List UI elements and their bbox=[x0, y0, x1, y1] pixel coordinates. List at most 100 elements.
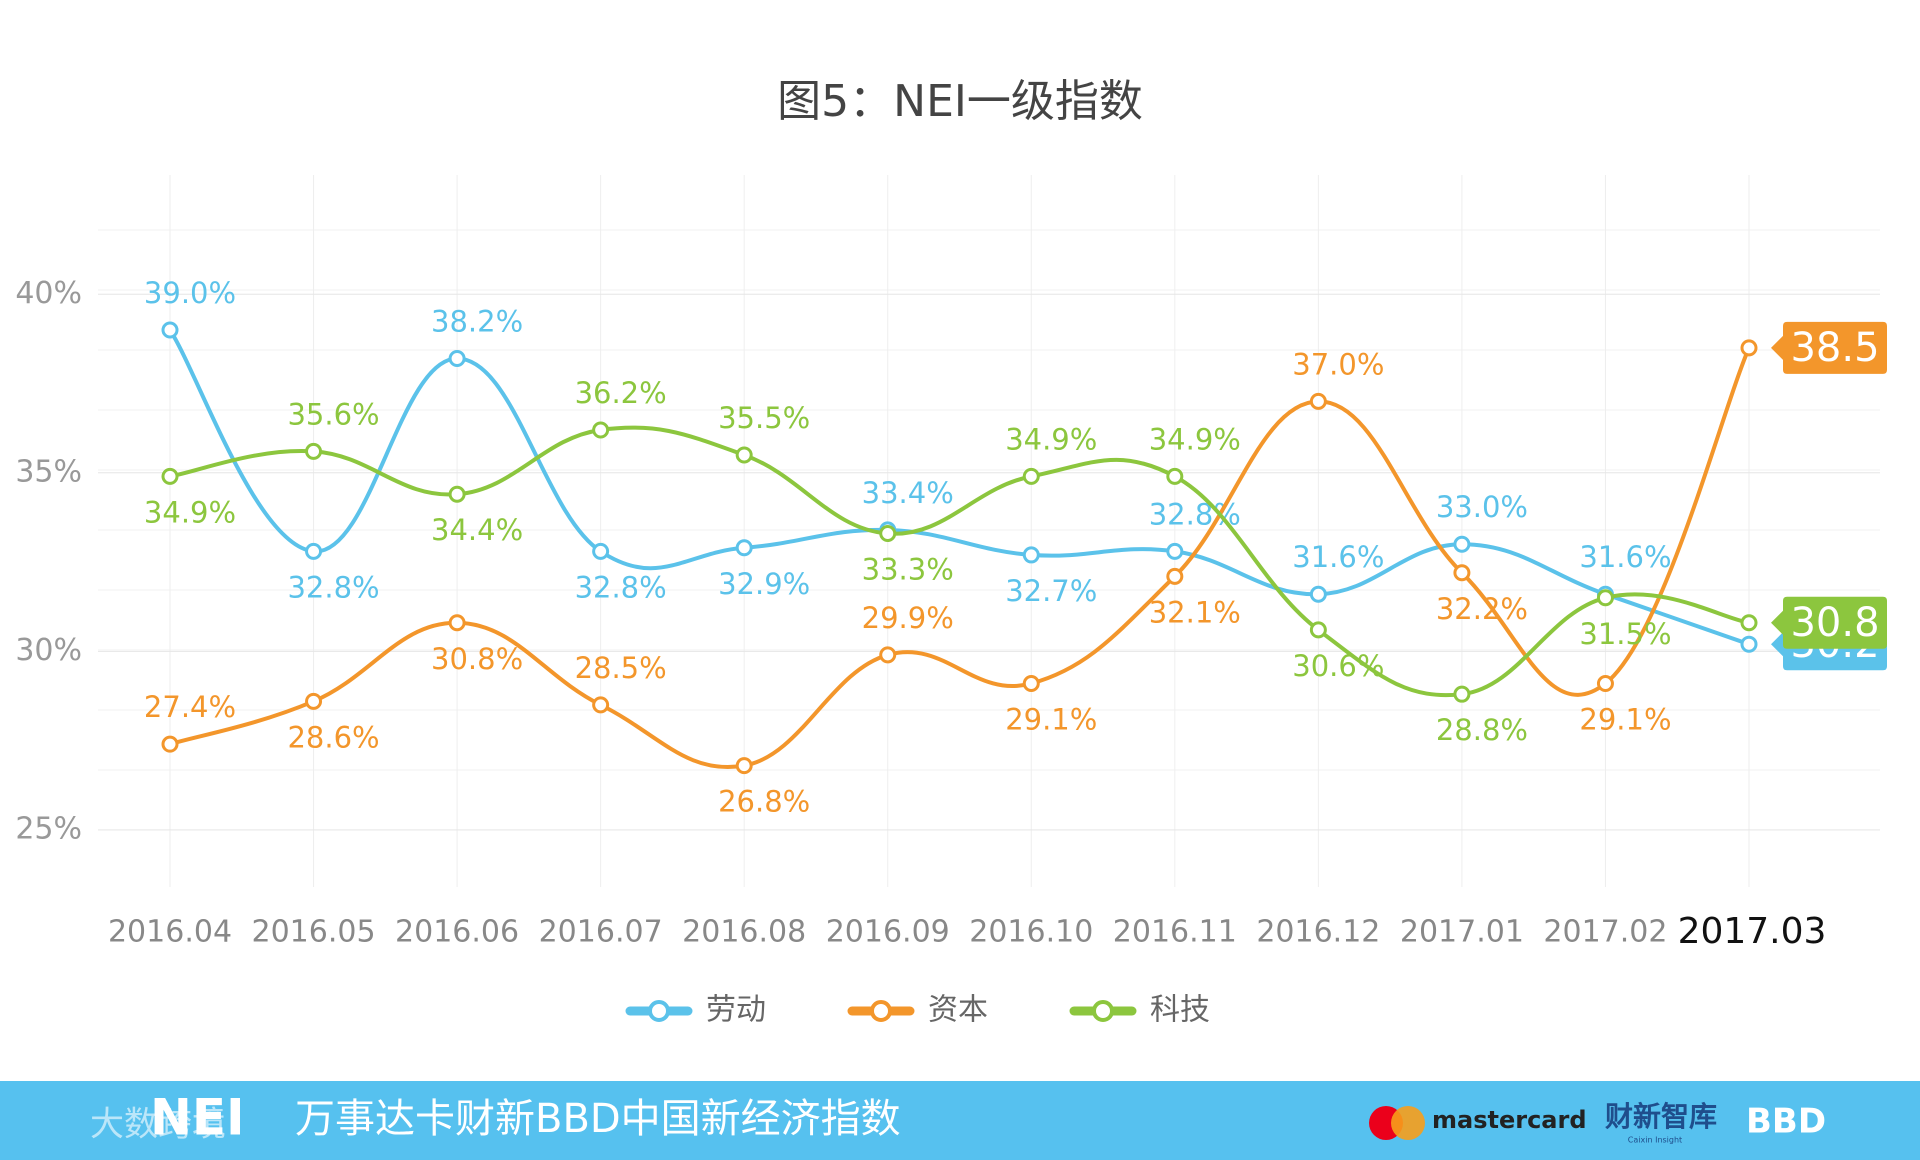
point bbox=[1596, 674, 1614, 692]
point bbox=[879, 646, 897, 664]
point bbox=[161, 735, 179, 753]
value-label: 36.2% bbox=[575, 376, 667, 410]
point bbox=[448, 614, 466, 632]
point bbox=[161, 467, 179, 485]
value-label: 34.9% bbox=[1149, 422, 1241, 456]
end-label: 30.8 bbox=[1790, 600, 1879, 646]
point bbox=[592, 542, 610, 560]
x-tick-label: 2016.07 bbox=[539, 915, 663, 950]
x-tick-label: 2016.11 bbox=[1113, 915, 1237, 950]
legend-marker bbox=[870, 1000, 892, 1022]
value-label: 34.9% bbox=[144, 495, 236, 529]
x-tick-label: 2016.10 bbox=[969, 915, 1093, 950]
point bbox=[592, 696, 610, 714]
point bbox=[448, 485, 466, 503]
value-label: 29.1% bbox=[1579, 702, 1671, 736]
value-label: 37.0% bbox=[1292, 347, 1384, 381]
x-tick-label: 2016.09 bbox=[826, 915, 950, 950]
x-tick-label: 2016.05 bbox=[252, 915, 376, 950]
value-label: 38.2% bbox=[431, 305, 523, 339]
x-tick-label: 2016.08 bbox=[682, 915, 806, 950]
end-badge bbox=[1771, 321, 1887, 374]
x-tick-label: 2017.03 bbox=[1678, 911, 1827, 952]
point bbox=[448, 350, 466, 368]
value-label: 28.5% bbox=[575, 651, 667, 685]
end-badge bbox=[1771, 596, 1887, 649]
value-label: 27.4% bbox=[144, 690, 236, 724]
legend-label: 科技 bbox=[1150, 993, 1210, 1028]
y-tick-label: 30% bbox=[15, 633, 82, 668]
brand: BBD bbox=[1746, 1102, 1826, 1142]
point bbox=[735, 446, 753, 464]
value-label: 30.6% bbox=[1292, 649, 1384, 683]
point bbox=[1740, 635, 1758, 653]
point bbox=[1596, 589, 1614, 607]
point bbox=[1453, 685, 1471, 703]
point bbox=[161, 321, 179, 339]
point bbox=[1166, 542, 1184, 560]
value-label: 30.8% bbox=[431, 642, 523, 676]
value-label: 28.6% bbox=[287, 720, 379, 754]
point bbox=[1022, 467, 1040, 485]
y-tick-label: 35% bbox=[15, 454, 82, 489]
point bbox=[592, 421, 610, 439]
value-label: 39.0% bbox=[144, 276, 236, 310]
value-label: 31.6% bbox=[1579, 540, 1671, 574]
point bbox=[305, 692, 323, 710]
point bbox=[735, 757, 753, 775]
value-label: 29.1% bbox=[1005, 702, 1097, 736]
partner-sub: Caixin Insight bbox=[1628, 1136, 1682, 1145]
value-label: 32.9% bbox=[718, 567, 810, 601]
point bbox=[1309, 621, 1327, 639]
sponsor: mastercard bbox=[1432, 1106, 1587, 1134]
y-tick-label: 40% bbox=[15, 276, 82, 311]
x-tick-label: 2016.04 bbox=[108, 915, 232, 950]
value-label: 32.7% bbox=[1005, 574, 1097, 608]
point bbox=[1740, 614, 1758, 632]
value-label: 32.8% bbox=[575, 570, 667, 604]
legend-marker bbox=[1092, 1000, 1114, 1022]
value-label: 33.4% bbox=[862, 476, 954, 510]
x-tick-label: 2017.01 bbox=[1400, 915, 1524, 950]
point bbox=[305, 442, 323, 460]
value-label: 34.4% bbox=[431, 513, 523, 547]
x-tick-label: 2016.12 bbox=[1256, 915, 1380, 950]
value-label: 34.9% bbox=[1005, 422, 1097, 456]
value-label: 35.5% bbox=[718, 401, 810, 435]
value-label: 28.8% bbox=[1436, 713, 1528, 747]
value-label: 32.2% bbox=[1436, 592, 1528, 626]
legend-label: 资本 bbox=[928, 993, 988, 1028]
point bbox=[1022, 674, 1040, 692]
end-label: 38.5 bbox=[1790, 325, 1879, 371]
x-tick-label: 2016.06 bbox=[395, 915, 519, 950]
chart-title: 图5：NEI一级指数 bbox=[777, 76, 1143, 127]
x-tick-label: 2017.02 bbox=[1543, 915, 1667, 950]
legend-label: 劳动 bbox=[706, 993, 766, 1028]
point bbox=[735, 539, 753, 557]
watermark: 大数跨境 bbox=[90, 1105, 226, 1145]
footer-title: 万事达卡财新BBD中国新经济指数 bbox=[295, 1096, 901, 1142]
point bbox=[1740, 339, 1758, 357]
point bbox=[1453, 535, 1471, 553]
value-label: 33.3% bbox=[862, 553, 954, 587]
series-line bbox=[169, 425, 1750, 698]
mc-circle bbox=[1391, 1106, 1425, 1140]
value-label: 29.9% bbox=[862, 601, 954, 635]
value-label: 26.8% bbox=[718, 785, 810, 819]
point bbox=[1453, 564, 1471, 582]
point bbox=[1166, 567, 1184, 585]
value-label: 33.0% bbox=[1436, 490, 1528, 524]
y-tick-label: 25% bbox=[15, 811, 82, 846]
point bbox=[879, 525, 897, 543]
footer-bar bbox=[0, 1081, 1920, 1160]
partner: 财新智库 bbox=[1605, 1100, 1717, 1133]
value-label: 35.6% bbox=[287, 397, 379, 431]
point bbox=[1309, 585, 1327, 603]
value-label: 31.5% bbox=[1579, 617, 1671, 651]
legend-marker bbox=[648, 1000, 670, 1022]
value-label: 32.1% bbox=[1149, 595, 1241, 629]
point bbox=[1022, 546, 1040, 564]
point bbox=[1309, 392, 1327, 410]
footer-logo: NEI bbox=[150, 1089, 245, 1147]
